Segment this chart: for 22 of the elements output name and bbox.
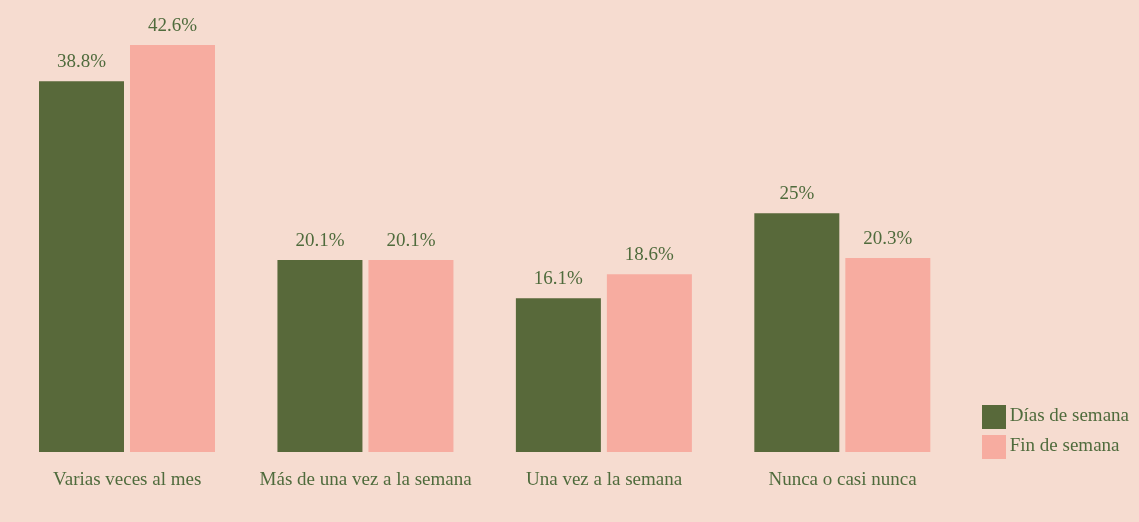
legend-label: Días de semana — [1009, 404, 1129, 425]
data-label: 25% — [779, 182, 815, 204]
x-tick-label: Varias veces al mes — [53, 468, 202, 490]
data-label: 18.6% — [624, 243, 675, 265]
bar — [606, 274, 692, 452]
data-label: 38.8% — [56, 50, 107, 72]
bar — [845, 258, 931, 452]
data-label: 20.1% — [295, 228, 345, 250]
bar — [39, 81, 124, 452]
x-tick-label: Nunca o casi nunca — [768, 468, 918, 490]
legend-label: Fin de semana — [1009, 434, 1120, 455]
data-label: 42.6% — [147, 14, 198, 35]
data-label: 20.1% — [386, 228, 436, 250]
data-label: 16.1% — [533, 267, 584, 289]
bar — [754, 213, 840, 452]
bar — [515, 298, 601, 452]
x-tick-label: Más de una vez a la semana — [259, 468, 473, 490]
bar — [277, 259, 363, 452]
bar — [368, 259, 454, 452]
bar — [130, 45, 215, 452]
x-tick-label: Una vez a la semana — [526, 468, 683, 490]
data-label: 20.3% — [863, 227, 913, 249]
